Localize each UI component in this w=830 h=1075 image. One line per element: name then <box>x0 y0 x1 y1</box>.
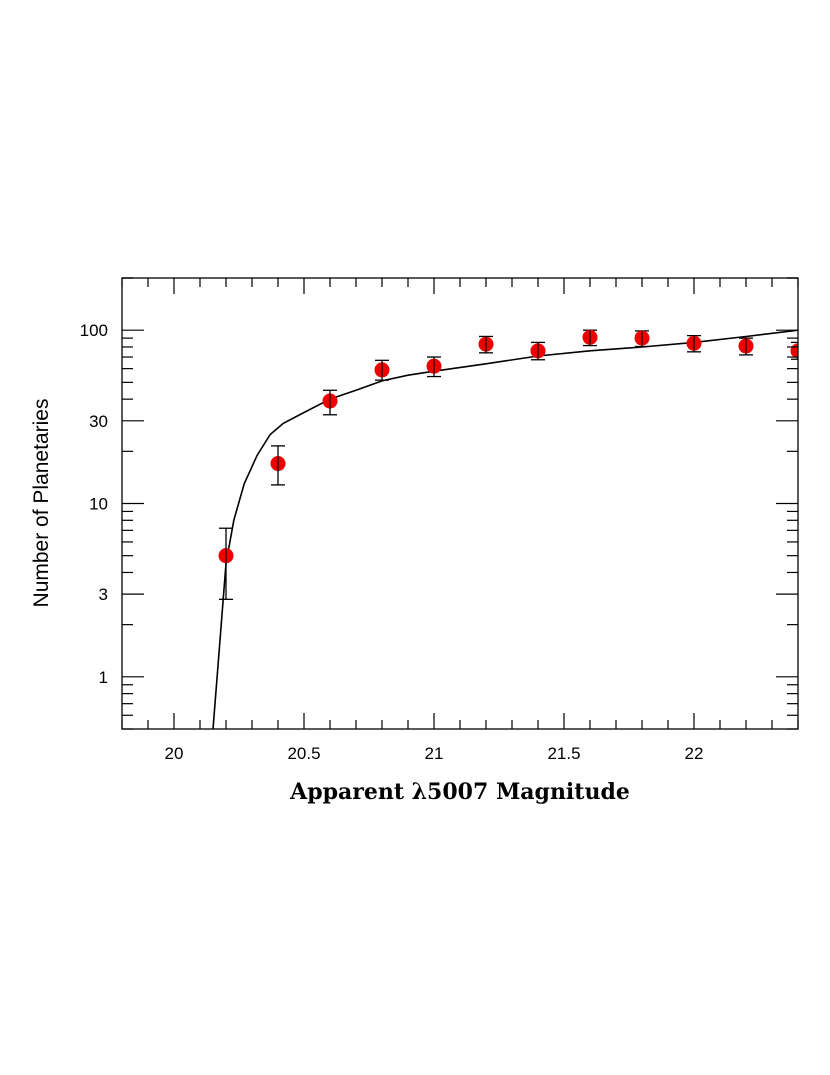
x-tick-label: 21.5 <box>547 744 580 763</box>
x-tick-label: 21 <box>425 744 444 763</box>
data-point-group <box>530 341 546 361</box>
data-point-group <box>478 335 494 354</box>
data-point-group <box>218 527 234 600</box>
y-tick-label: 1 <box>99 668 108 687</box>
model-curve <box>212 329 798 729</box>
data-point-group <box>738 337 754 356</box>
y-tick-label: 10 <box>89 495 108 514</box>
data-point-group <box>374 359 390 381</box>
y-tick-label: 100 <box>80 321 108 340</box>
data-point-group <box>270 445 286 486</box>
model-curve-layer <box>212 329 798 729</box>
y-tick-label: 30 <box>89 412 108 431</box>
plot-frame <box>121 277 799 730</box>
data-point-group <box>426 356 442 378</box>
y-axis-label: Number of Planetaries <box>30 399 53 608</box>
data-point-group <box>686 334 702 353</box>
data-point-group <box>634 330 650 348</box>
x-tick-label: 22 <box>685 744 704 763</box>
x-tick-label: 20 <box>165 744 184 763</box>
data-point-group <box>322 389 338 416</box>
y-tick-label: 3 <box>99 585 108 604</box>
data-point-group <box>582 329 598 347</box>
x-tick-label: 20.5 <box>287 744 320 763</box>
x-axis-label: Apparent λ5007 Magnitude <box>289 779 630 805</box>
axes-layer: 20 20.5 21 21.5 22 1 3 10 30 100 <box>80 277 799 763</box>
data-points-layer <box>218 329 798 600</box>
